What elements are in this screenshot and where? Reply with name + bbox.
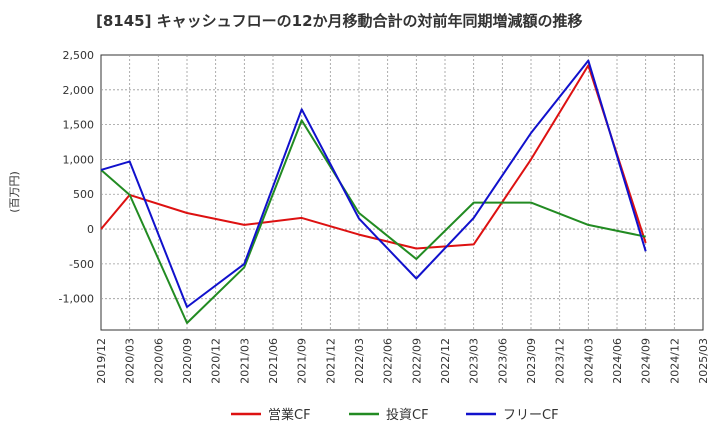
- y-tick-label: 2,000: [63, 84, 95, 97]
- x-tick-label: 2023/06: [496, 338, 509, 384]
- x-tick-label: 2021/06: [267, 338, 280, 384]
- x-tick-label: 2021/09: [296, 338, 309, 384]
- y-tick-label: 1,500: [63, 119, 95, 132]
- x-tick-label: 2022/06: [382, 338, 395, 384]
- plot-frame: [100, 54, 704, 331]
- grid: [100, 54, 704, 331]
- x-tick-label: 2024/09: [640, 338, 653, 384]
- series-line-1: [100, 64, 647, 250]
- x-tick-label: 2023/09: [525, 338, 538, 384]
- x-tick-label: 2021/12: [324, 338, 337, 384]
- x-tick-label: 2020/03: [124, 338, 137, 384]
- legend: 営業CF 投資CF フリーCF: [231, 407, 559, 423]
- series-line-2: [100, 119, 646, 324]
- y-tick-label: 1,000: [63, 153, 95, 166]
- y-tick-label: 2,500: [63, 49, 95, 62]
- x-tick-label: 2024/06: [611, 338, 624, 384]
- legend-label-1: 営業CF: [268, 407, 311, 423]
- x-tick-label: 2021/03: [238, 338, 251, 384]
- x-tick-label: 2024/12: [668, 338, 681, 384]
- x-tick-label: 2023/12: [554, 338, 567, 384]
- legend-label-2: 投資CF: [386, 407, 429, 423]
- y-axis-label: (百万円): [8, 171, 21, 213]
- x-tick-label: 2020/09: [181, 338, 194, 384]
- y-tick-label: -1,000: [59, 293, 94, 306]
- x-tick-label: 2020/06: [152, 338, 165, 384]
- x-tick-label: 2022/12: [439, 338, 452, 384]
- series-layer: [100, 59, 647, 324]
- y-tick-label: 0: [87, 223, 94, 236]
- y-tick-label: -500: [69, 258, 94, 271]
- x-tick-label: 2022/03: [353, 338, 366, 384]
- x-tick-label: 2023/03: [468, 338, 481, 384]
- series-line-3: [100, 59, 647, 308]
- axes: 2,500 2,000 1,500 1,000 500 0 -500 -1,000 2019/1…: [8, 49, 710, 384]
- y-tick-label: 500: [73, 188, 94, 201]
- legend-label-3: フリーCF: [503, 408, 559, 423]
- x-tick-label: 2019/12: [95, 338, 108, 384]
- x-tick-label: 2024/03: [582, 338, 595, 384]
- chart-title: [8145] キャッシュフローの12か月移動合計の対前年同期増減額の推移: [96, 12, 583, 30]
- x-tick-label: 2020/12: [210, 338, 223, 384]
- x-tick-label: 2025/03: [697, 338, 710, 384]
- x-tick-label: 2022/09: [410, 338, 423, 384]
